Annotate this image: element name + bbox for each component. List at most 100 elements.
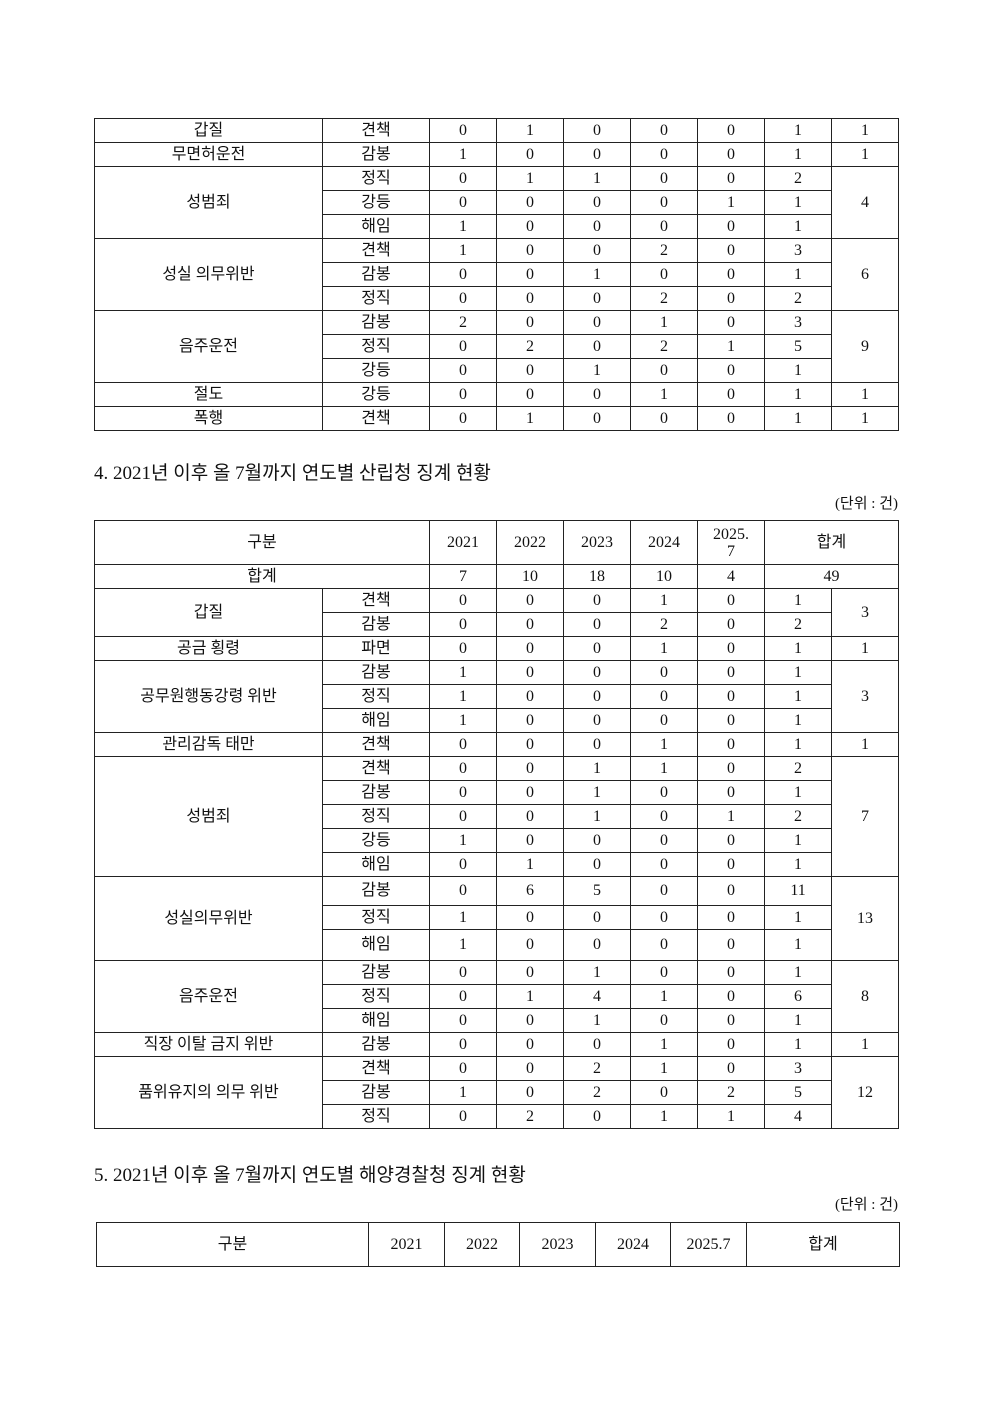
header-row: 구분 2021 2022 2023 2024 2025. 7 합계 — [93, 520, 900, 565]
discipline-type: 강등 — [321, 828, 431, 853]
table-row: 정직 1 0 0 0 0 1 — [95, 684, 899, 709]
year-value: 0 — [496, 780, 565, 805]
subtotal-cell: 1 — [764, 684, 833, 709]
year-value: 0 — [697, 780, 766, 805]
year-value: 0 — [563, 382, 631, 407]
year-value: 1 — [563, 960, 632, 985]
year-value: 1 — [563, 262, 631, 287]
discipline-type: 해임 — [321, 708, 431, 733]
year-value: 0 — [630, 660, 699, 685]
year-value: 0 — [697, 828, 766, 853]
year-value: 0 — [697, 142, 765, 167]
year-value: 0 — [429, 406, 497, 431]
year-value: 1 — [496, 984, 565, 1009]
year-value: 0 — [496, 636, 565, 661]
year-value: 6 — [496, 876, 565, 906]
table-section4: 구분 2021 2022 2023 2024 2025. 7 합계 합계 7 1… — [93, 520, 900, 1129]
year-value: 0 — [429, 852, 498, 877]
total-value: 10 — [630, 564, 699, 589]
year-value: 0 — [496, 310, 564, 335]
year-value: 0 — [630, 684, 699, 709]
discipline-type: 정직 — [322, 286, 430, 311]
subtotal-cell: 1 — [764, 780, 833, 805]
table-row: 성실 의무위반 견책 1 0 0 2 0 3 6 — [94, 238, 899, 311]
year-value: 0 — [429, 636, 498, 661]
discipline-type: 견책 — [322, 118, 430, 143]
year-value: 0 — [563, 708, 632, 733]
year-value: 0 — [630, 708, 699, 733]
year-value: 0 — [630, 804, 699, 829]
year-value: 0 — [429, 382, 497, 407]
header-year: 2023 — [519, 1222, 596, 1267]
subtotal-cell: 3 — [764, 238, 832, 263]
year-value: 1 — [563, 166, 631, 191]
table-row: 음주운전 감봉 0 0 1 0 0 1 8 — [94, 960, 900, 1033]
table-row: 정직 0 1 4 1 0 6 — [95, 984, 899, 1009]
section4-heading: 4. 2021년 이후 올 7월까지 연도별 산립청 징계 현황 — [94, 463, 491, 484]
year-value: 0 — [496, 588, 565, 613]
total-value: 10 — [496, 564, 565, 589]
discipline-type: 정직 — [321, 684, 431, 709]
discipline-type: 강등 — [322, 358, 430, 383]
year-value: 1 — [429, 828, 498, 853]
year-value: 0 — [496, 1080, 565, 1105]
year-value: 0 — [429, 612, 498, 637]
year-value: 0 — [496, 1032, 565, 1057]
year-value: 1 — [630, 756, 699, 781]
year-value: 0 — [563, 852, 632, 877]
year-value: 0 — [630, 262, 698, 287]
year-value: 0 — [563, 1104, 632, 1129]
section4-unit: (단위 : 건) — [834, 496, 898, 512]
year-value: 0 — [697, 262, 765, 287]
year-value: 0 — [563, 929, 632, 961]
year-value: 0 — [630, 118, 698, 143]
group-total-cell: 1 — [831, 118, 899, 143]
table-row: 공무원행동강령 위반 감봉 1 0 0 0 0 1 3 — [94, 660, 900, 733]
discipline-type: 감봉 — [322, 262, 430, 287]
discipline-type: 해임 — [321, 1008, 431, 1033]
subtotal-cell: 1 — [764, 828, 833, 853]
year-value: 1 — [496, 118, 564, 143]
year-value: 0 — [496, 382, 564, 407]
category-cell: 폭행 — [94, 406, 323, 431]
year-value: 0 — [563, 118, 631, 143]
year-value: 0 — [496, 756, 565, 781]
subtotal-cell: 1 — [764, 358, 832, 383]
discipline-type: 감봉 — [322, 142, 430, 167]
category-cell: 공무원행동강령 위반 — [94, 660, 323, 733]
discipline-type: 감봉 — [321, 780, 431, 805]
discipline-type: 감봉 — [322, 310, 430, 335]
header-year: 2022 — [444, 1222, 520, 1267]
year-value: 0 — [563, 214, 631, 239]
table-row: 관리감독 태만 견책 0 0 0 1 0 1 1 — [94, 732, 900, 757]
year-value: 1 — [429, 905, 498, 930]
discipline-type: 감봉 — [321, 1080, 431, 1105]
year-value: 1 — [563, 780, 632, 805]
header-total: 합계 — [746, 1222, 900, 1267]
table-row: 폭행 견책 0 1 0 0 0 1 1 — [94, 406, 899, 431]
group-total-cell: 7 — [831, 756, 900, 877]
subtotal-cell: 1 — [764, 929, 833, 961]
year-value: 0 — [697, 382, 765, 407]
year-value: 0 — [496, 929, 565, 961]
year-value: 0 — [563, 588, 632, 613]
table-row: 성실의무위반 감봉 0 6 5 0 0 11 13 — [94, 876, 900, 961]
year-value: 0 — [429, 1032, 498, 1057]
year-value: 0 — [697, 929, 766, 961]
year-value: 0 — [630, 214, 698, 239]
year-value: 2 — [563, 1080, 632, 1105]
total-label: 합계 — [93, 564, 431, 589]
table-row: 강등 1 0 0 0 0 1 — [95, 828, 899, 853]
group-total-cell: 1 — [831, 406, 899, 431]
year-value: 0 — [630, 190, 698, 215]
category-cell: 관리감독 태만 — [94, 732, 323, 757]
year-value: 0 — [697, 708, 766, 733]
year-value: 0 — [697, 358, 765, 383]
year-value: 0 — [496, 214, 564, 239]
year-value: 0 — [496, 905, 565, 930]
table-section5: 구분 2021 2022 2023 2024 2025.7 합계 — [96, 1222, 900, 1267]
year-value: 0 — [429, 1104, 498, 1129]
discipline-type: 해임 — [321, 929, 431, 961]
total-value: 18 — [563, 564, 632, 589]
year-value: 0 — [429, 190, 497, 215]
